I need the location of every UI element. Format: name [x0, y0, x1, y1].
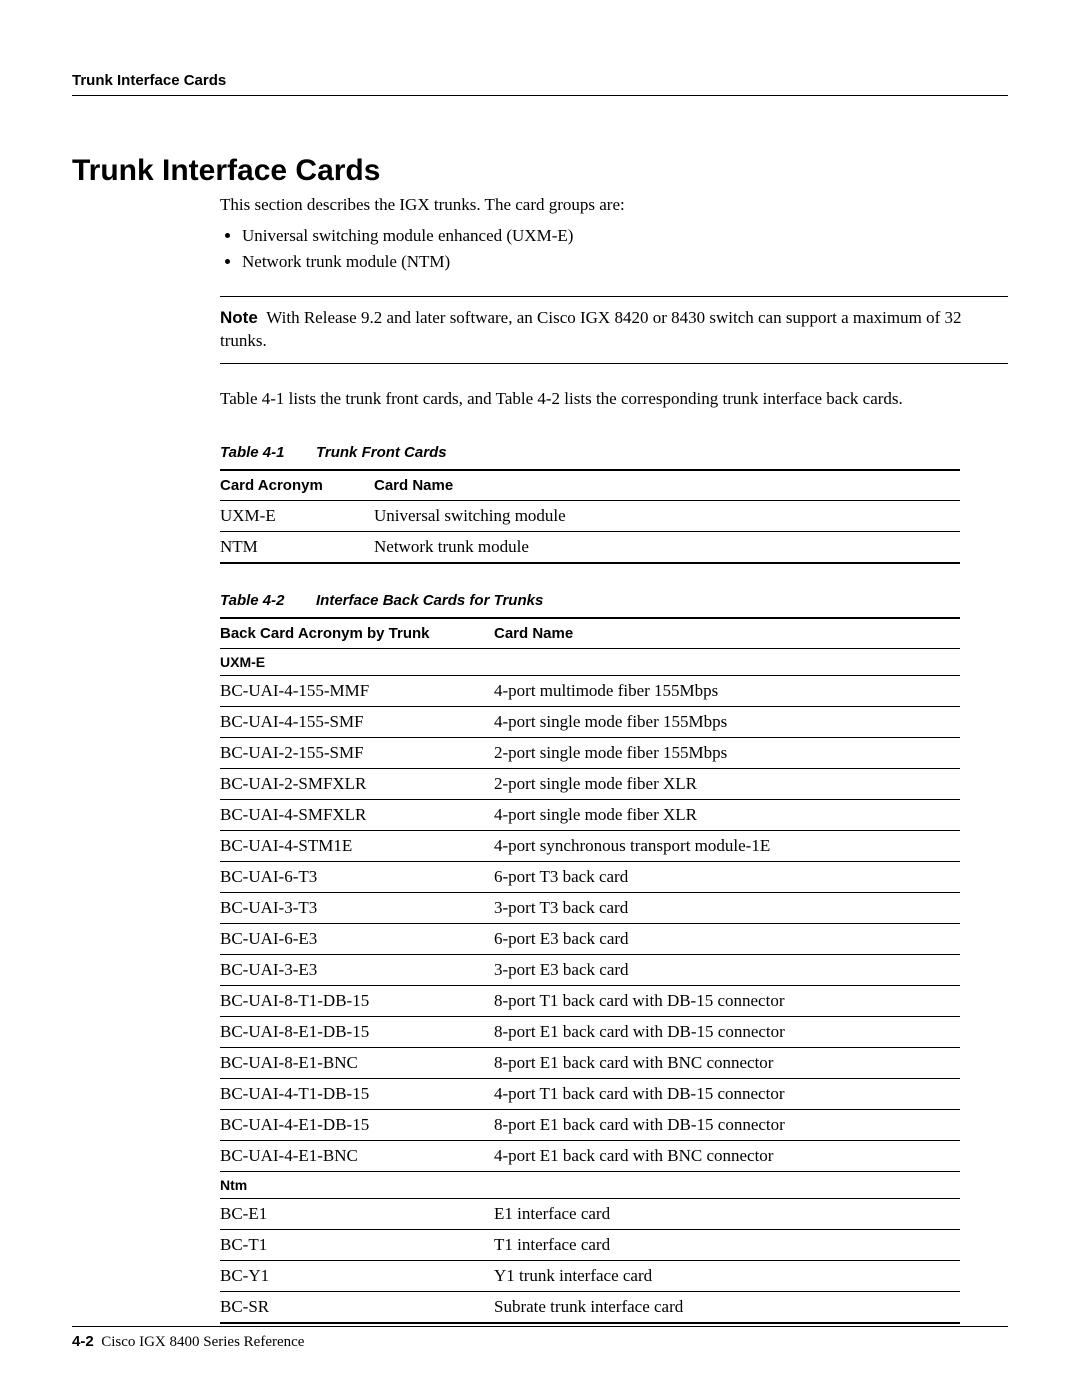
bullet-list: Universal switching module enhanced (UXM…: [220, 223, 1008, 276]
table-row: BC-UAI-4-E1-BNC4-port E1 back card with …: [220, 1141, 960, 1172]
table-subhead-row: Ntm: [220, 1172, 960, 1199]
table-cell: BC-UAI-8-E1-DB-15: [220, 1017, 494, 1048]
table-cell: UXM-E: [220, 501, 374, 532]
footer-doc-title: Cisco IGX 8400 Series Reference: [101, 1334, 304, 1350]
table-cell: 8-port E1 back card with DB-15 connector: [494, 1110, 960, 1141]
table2-caption-title: Interface Back Cards for Trunks: [316, 592, 543, 609]
table-cell: 8-port T1 back card with DB-15 connector: [494, 986, 960, 1017]
table-cell: 6-port E3 back card: [494, 924, 960, 955]
table-cell: Universal switching module: [374, 501, 960, 532]
table1-col-header: Card Acronym: [220, 470, 374, 501]
note-block: Note With Release 9.2 and later software…: [220, 296, 1008, 364]
lead-paragraph: Table 4-1 lists the trunk front cards, a…: [220, 388, 1008, 411]
table-cell: Y1 trunk interface card: [494, 1261, 960, 1292]
table-cell: Subrate trunk interface card: [494, 1292, 960, 1324]
table-row: BC-UAI-4-E1-DB-158-port E1 back card wit…: [220, 1110, 960, 1141]
table-row: BC-UAI-4-T1-DB-154-port T1 back card wit…: [220, 1079, 960, 1110]
table-cell: 3-port T3 back card: [494, 893, 960, 924]
table-row: BC-UAI-8-E1-BNC8-port E1 back card with …: [220, 1048, 960, 1079]
table-row: BC-E1E1 interface card: [220, 1199, 960, 1230]
table-cell: 8-port E1 back card with DB-15 connector: [494, 1017, 960, 1048]
table-row: NTMNetwork trunk module: [220, 532, 960, 564]
table-cell: 8-port E1 back card with BNC connector: [494, 1048, 960, 1079]
table-cell: BC-UAI-8-T1-DB-15: [220, 986, 494, 1017]
table-row: BC-UAI-3-E33-port E3 back card: [220, 955, 960, 986]
page-footer: 4-2 Cisco IGX 8400 Series Reference: [72, 1326, 1008, 1351]
body-content: This section describes the IGX trunks. T…: [220, 194, 1008, 1324]
table2-caption-num: Table 4-2: [220, 592, 316, 609]
table-cell: 3-port E3 back card: [494, 955, 960, 986]
table-cell: 4-port single mode fiber XLR: [494, 800, 960, 831]
table-cell: 4-port T1 back card with DB-15 connector: [494, 1079, 960, 1110]
table-cell: BC-UAI-3-E3: [220, 955, 494, 986]
table-row: BC-UAI-4-SMFXLR4-port single mode fiber …: [220, 800, 960, 831]
table-interface-back-cards: Back Card Acronym by Trunk Card Name UXM…: [220, 617, 960, 1324]
table-cell: BC-UAI-8-E1-BNC: [220, 1048, 494, 1079]
table-row: BC-T1T1 interface card: [220, 1230, 960, 1261]
table-cell: 4-port synchronous transport module-1E: [494, 831, 960, 862]
table-cell: BC-UAI-2-155-SMF: [220, 738, 494, 769]
table-row: BC-UAI-2-155-SMF2-port single mode fiber…: [220, 738, 960, 769]
table-row: UXM-EUniversal switching module: [220, 501, 960, 532]
table-cell: BC-UAI-4-155-SMF: [220, 707, 494, 738]
table-cell: BC-UAI-3-T3: [220, 893, 494, 924]
table-cell: BC-UAI-4-STM1E: [220, 831, 494, 862]
table-cell: E1 interface card: [494, 1199, 960, 1230]
table-row: BC-UAI-8-E1-DB-158-port E1 back card wit…: [220, 1017, 960, 1048]
table-cell: NTM: [220, 532, 374, 564]
table-cell: 2-port single mode fiber 155Mbps: [494, 738, 960, 769]
running-header: Trunk Interface Cards: [72, 72, 1008, 96]
table-row: BC-UAI-4-155-MMF4-port multimode fiber 1…: [220, 676, 960, 707]
bullet-item: Network trunk module (NTM): [242, 249, 1008, 275]
table-row: BC-UAI-6-T36-port T3 back card: [220, 862, 960, 893]
table-cell: 2-port single mode fiber XLR: [494, 769, 960, 800]
table-subhead-row: UXM-E: [220, 649, 960, 676]
table-cell: T1 interface card: [494, 1230, 960, 1261]
table1-caption: Table 4-1Trunk Front Cards: [220, 444, 1008, 461]
table-cell: 4-port multimode fiber 155Mbps: [494, 676, 960, 707]
table1-col-header: Card Name: [374, 470, 960, 501]
table-cell: BC-UAI-4-E1-BNC: [220, 1141, 494, 1172]
table-row: BC-UAI-4-STM1E4-port synchronous transpo…: [220, 831, 960, 862]
table-cell: BC-UAI-4-SMFXLR: [220, 800, 494, 831]
table-cell: BC-UAI-2-SMFXLR: [220, 769, 494, 800]
table2-col-header: Card Name: [494, 618, 960, 649]
table-row: BC-UAI-2-SMFXLR2-port single mode fiber …: [220, 769, 960, 800]
table-trunk-front-cards: Card Acronym Card Name UXM-EUniversal sw…: [220, 469, 960, 564]
table-cell: BC-E1: [220, 1199, 494, 1230]
table1-caption-title: Trunk Front Cards: [316, 444, 447, 461]
table-cell: 6-port T3 back card: [494, 862, 960, 893]
bullet-item: Universal switching module enhanced (UXM…: [242, 223, 1008, 249]
section-title: Trunk Interface Cards: [72, 154, 1008, 188]
table-row: BC-UAI-8-T1-DB-158-port T1 back card wit…: [220, 986, 960, 1017]
table-subhead-cell: Ntm: [220, 1172, 960, 1199]
table-cell: BC-UAI-4-155-MMF: [220, 676, 494, 707]
note-label: Note: [220, 308, 258, 327]
table-row: BC-Y1Y1 trunk interface card: [220, 1261, 960, 1292]
table-cell: BC-UAI-6-E3: [220, 924, 494, 955]
table-row: BC-SRSubrate trunk interface card: [220, 1292, 960, 1324]
table-cell: BC-UAI-4-T1-DB-15: [220, 1079, 494, 1110]
table1-caption-num: Table 4-1: [220, 444, 316, 461]
table-subhead-cell: UXM-E: [220, 649, 960, 676]
table-cell: 4-port E1 back card with BNC connector: [494, 1141, 960, 1172]
table-cell: BC-Y1: [220, 1261, 494, 1292]
table2-col-header: Back Card Acronym by Trunk: [220, 618, 494, 649]
table-cell: BC-UAI-6-T3: [220, 862, 494, 893]
table-row: BC-UAI-3-T33-port T3 back card: [220, 893, 960, 924]
page-number: 4-2: [72, 1333, 94, 1350]
table-cell: 4-port single mode fiber 155Mbps: [494, 707, 960, 738]
table-cell: BC-SR: [220, 1292, 494, 1324]
table2-caption: Table 4-2Interface Back Cards for Trunks: [220, 592, 1008, 609]
table-cell: Network trunk module: [374, 532, 960, 564]
page: Trunk Interface Cards Trunk Interface Ca…: [0, 0, 1080, 1397]
table-row: BC-UAI-4-155-SMF4-port single mode fiber…: [220, 707, 960, 738]
intro-paragraph: This section describes the IGX trunks. T…: [220, 194, 1008, 217]
table-row: BC-UAI-6-E36-port E3 back card: [220, 924, 960, 955]
table-cell: BC-T1: [220, 1230, 494, 1261]
table-cell: BC-UAI-4-E1-DB-15: [220, 1110, 494, 1141]
note-text: With Release 9.2 and later software, an …: [220, 308, 962, 350]
